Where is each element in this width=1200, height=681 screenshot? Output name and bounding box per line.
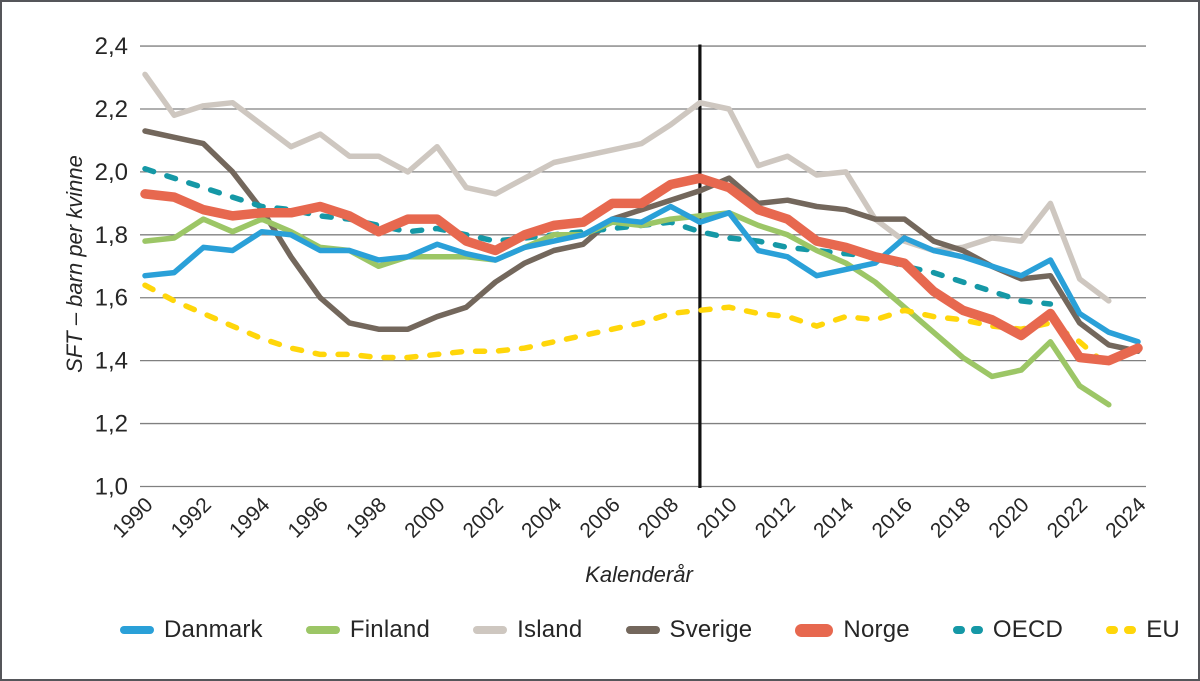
finland-line-swatch-icon — [305, 626, 340, 634]
x-tick: 2016 — [868, 493, 917, 542]
chart-legend: Danmark Finland Island Sverige Norge OEC… — [120, 613, 1180, 647]
x-tick-label: 1994 — [225, 493, 275, 543]
x-tick-label: 2012 — [751, 493, 800, 542]
y-tick-label: 2,0 — [95, 159, 128, 186]
legend-item-oecd: OECD — [952, 616, 1064, 644]
legend-item-norge: Norge — [795, 616, 910, 644]
x-tick-label: 2018 — [926, 493, 975, 542]
x-tick-label: 2022 — [1043, 493, 1092, 542]
legend-item-island: Island — [473, 616, 582, 644]
legend-item-eu: EU — [1106, 616, 1180, 644]
legend-item-finland: Finland — [305, 616, 431, 644]
y-tick-label: 1,6 — [95, 285, 128, 312]
x-tick: 2014 — [809, 493, 859, 543]
y-tick-label: 1,0 — [95, 474, 128, 501]
legend-label-oecd: OECD — [992, 616, 1064, 643]
x-tick-label: 2004 — [517, 493, 567, 543]
x-tick-label: 2006 — [576, 493, 625, 542]
x-tick: 2012 — [751, 493, 800, 542]
x-tick: 2004 — [517, 493, 567, 543]
x-tick-label: 2024 — [1101, 493, 1151, 543]
x-tick: 2006 — [576, 493, 625, 542]
norge-thick-line-swatch-icon — [795, 623, 834, 637]
x-tick: 2000 — [400, 493, 449, 542]
x-tick: 2008 — [634, 493, 683, 542]
x-axis-title: Kalenderår — [585, 562, 694, 587]
x-tick-label: 2014 — [809, 493, 859, 543]
series-line-eu — [142, 282, 1112, 370]
x-tick: 2010 — [692, 493, 741, 542]
y-axis-title: SFT – barn per kvinne — [62, 155, 87, 373]
series-line-danmark — [142, 203, 1141, 345]
danmark-line-swatch-icon — [120, 626, 154, 634]
x-tick-label: 2010 — [692, 493, 741, 542]
legend-label-danmark: Danmark — [164, 616, 263, 643]
x-tick-label: 1998 — [342, 493, 391, 542]
x-tick-label: 2020 — [984, 493, 1033, 542]
series-line-island — [142, 71, 1112, 304]
x-tick-label: 1996 — [283, 493, 332, 542]
y-tick-label: 1,4 — [95, 348, 128, 375]
island-line-swatch-icon — [473, 626, 508, 634]
series-line-norge — [140, 173, 1143, 366]
sverige-line-swatch-icon — [625, 626, 660, 634]
x-tick: 1990 — [108, 493, 157, 542]
y-tick-label: 2,4 — [95, 33, 128, 60]
x-tick: 2022 — [1043, 493, 1092, 542]
y-tick-label: 2,2 — [95, 96, 128, 123]
x-tick: 2018 — [926, 493, 975, 542]
x-tick-label: 2008 — [634, 493, 683, 542]
x-tick: 1994 — [225, 493, 275, 543]
legend-item-sverige: Sverige — [625, 616, 753, 644]
legend-label-norge: Norge — [843, 616, 910, 643]
x-tick: 1998 — [342, 493, 391, 542]
legend-item-danmark: Danmark — [120, 616, 263, 644]
x-tick-label: 1992 — [167, 493, 216, 542]
legend-label-sverige: Sverige — [669, 616, 753, 643]
legend-label-finland: Finland — [349, 616, 431, 643]
legend-label-eu: EU — [1146, 616, 1180, 643]
legend-label-island: Island — [517, 616, 583, 643]
x-tick: 2024 — [1101, 493, 1151, 543]
x-tick: 2020 — [984, 493, 1033, 542]
oecd-dashed-swatch-icon — [952, 626, 983, 634]
series-line-sverige — [142, 128, 1141, 354]
x-tick-label: 2002 — [459, 493, 508, 542]
x-tick-label: 1990 — [108, 493, 157, 542]
x-tick-label: 2016 — [868, 493, 917, 542]
x-tick: 1992 — [167, 493, 216, 542]
x-tick: 1996 — [283, 493, 332, 542]
y-tick-label: 1,8 — [95, 222, 128, 249]
y-tick-label: 1,2 — [95, 411, 128, 438]
x-tick: 2002 — [459, 493, 508, 542]
x-tick-label: 2000 — [400, 493, 449, 542]
eu-dashed-swatch-icon — [1106, 626, 1137, 634]
